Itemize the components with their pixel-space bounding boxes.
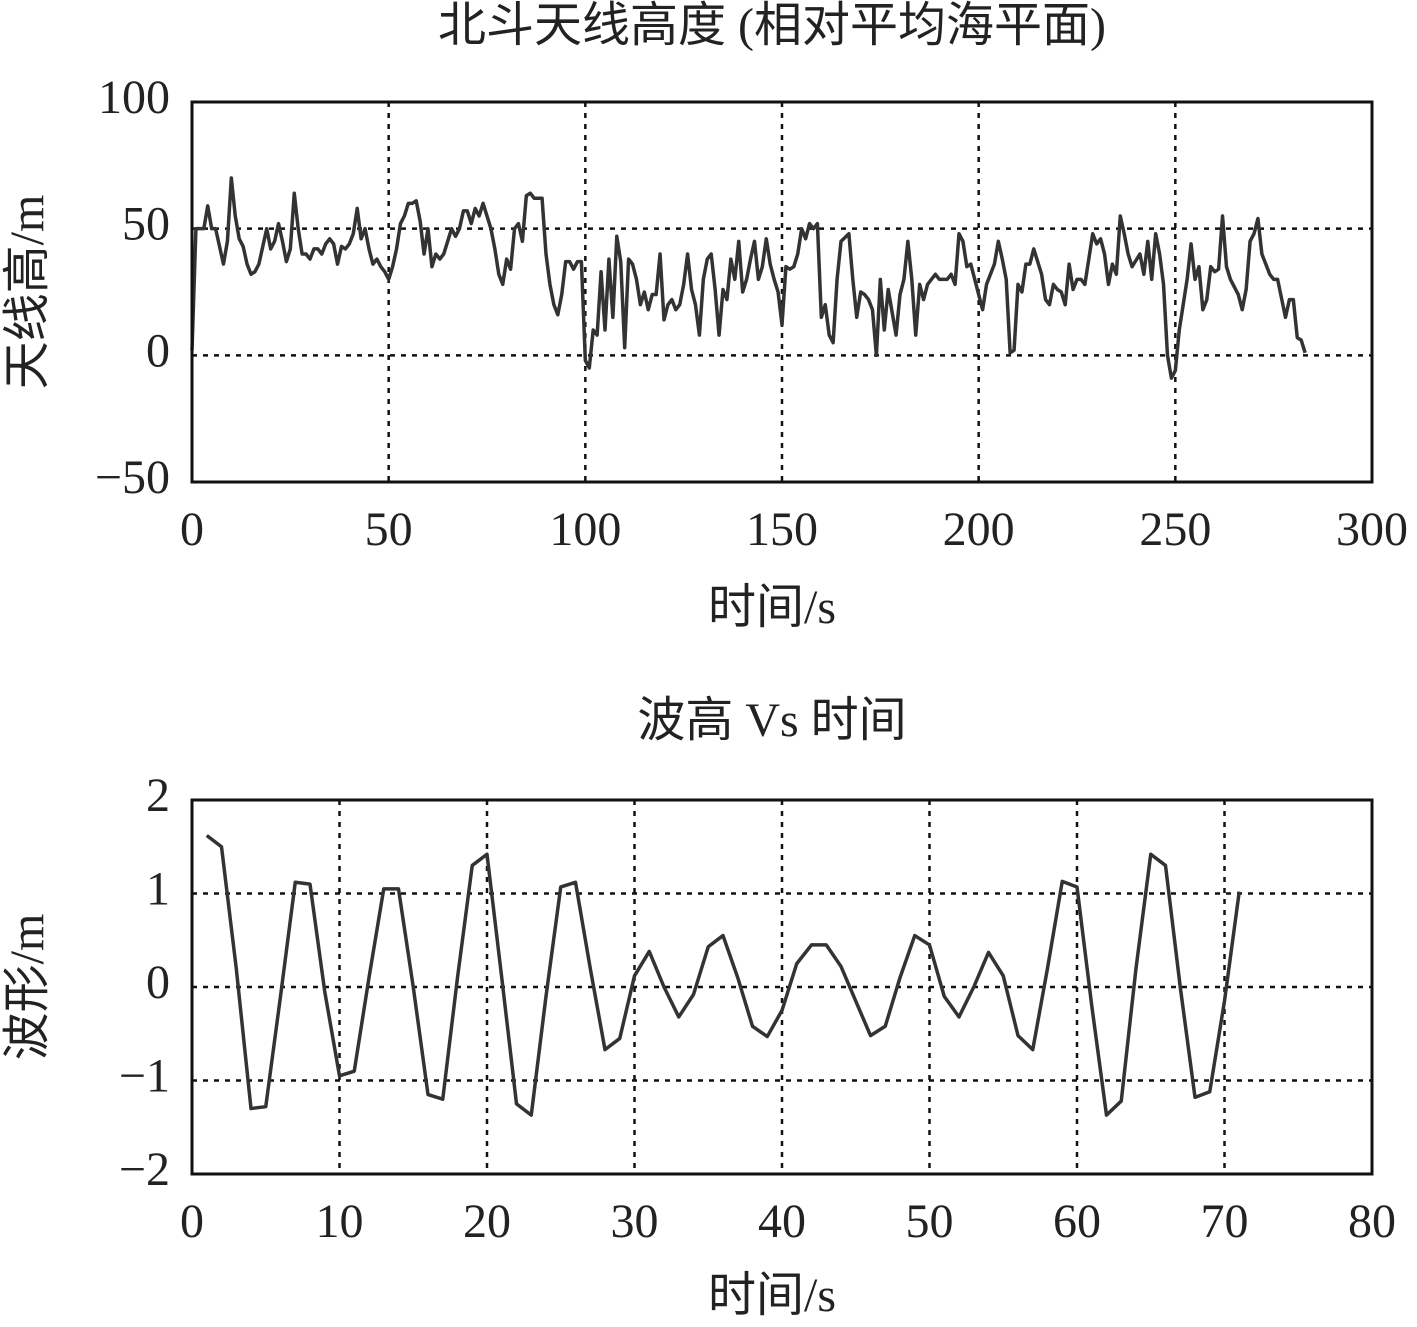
x-tick-label: 200 xyxy=(943,503,1015,556)
y-axis-label: 天线高/m xyxy=(1,195,54,390)
y-tick-label: −1 xyxy=(119,1050,170,1103)
x-axis-label: 时间/s xyxy=(708,1269,836,1322)
plot-frame xyxy=(190,100,1374,484)
data-line xyxy=(205,834,1241,1117)
x-tick-label: 0 xyxy=(180,503,204,556)
y-tick-label: 0 xyxy=(146,956,170,1009)
x-axis-label: 时间/s xyxy=(708,581,836,634)
plot-frame xyxy=(190,798,1374,1176)
y-tick-label: 1 xyxy=(146,863,170,916)
y-tick-label: 0 xyxy=(146,324,170,377)
x-tick-label: 40 xyxy=(758,1195,806,1248)
y-tick-label: −2 xyxy=(119,1143,170,1196)
x-tick-label: 10 xyxy=(316,1195,364,1248)
x-tick-label: 150 xyxy=(746,503,818,556)
chart-title: 波高 Vs 时间 xyxy=(637,694,906,747)
y-axis-label: 波形/m xyxy=(1,914,54,1061)
y-tick-label: 2 xyxy=(146,769,170,822)
x-tick-label: 0 xyxy=(180,1195,204,1248)
y-tick-label: 100 xyxy=(98,71,170,124)
x-tick-label: 300 xyxy=(1336,503,1408,556)
x-tick-label: 50 xyxy=(906,1195,954,1248)
chart-title: 北斗天线高度 (相对平均海平面) xyxy=(438,0,1106,52)
x-tick-label: 100 xyxy=(549,503,621,556)
y-tick-label: −50 xyxy=(95,451,170,504)
x-tick-label: 30 xyxy=(611,1195,659,1248)
x-tick-label: 70 xyxy=(1201,1195,1249,1248)
x-tick-label: 50 xyxy=(365,503,413,556)
x-tick-label: 250 xyxy=(1139,503,1211,556)
x-tick-label: 20 xyxy=(463,1195,511,1248)
y-tick-label: 50 xyxy=(122,198,170,251)
x-tick-label: 80 xyxy=(1348,1195,1396,1248)
data-line xyxy=(190,176,1307,380)
x-tick-label: 60 xyxy=(1053,1195,1101,1248)
